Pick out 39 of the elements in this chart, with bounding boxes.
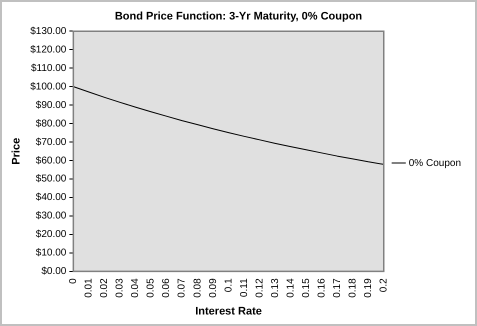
x-tick-label: 0.09 (208, 278, 219, 298)
x-tick-label: 0.13 (270, 278, 281, 298)
x-axis-title: Interest Rate (195, 305, 262, 318)
legend-label: 0% Coupon (408, 158, 462, 169)
x-tick-label: 0.01 (84, 278, 95, 298)
x-tick-label: 0.08 (192, 278, 204, 298)
x-tick-label: 0.07 (176, 278, 188, 298)
chart-title: Bond Price Function: 3-Yr Maturity, 0% Coupon (114, 10, 362, 23)
x-tick-label: 0.02 (99, 278, 110, 298)
x-tick-label: 0.1 (223, 278, 234, 292)
y-tick-label: $130.00 (30, 26, 67, 37)
x-tick-label: 0.06 (161, 278, 172, 298)
y-tick-label: $40.00 (36, 192, 67, 204)
x-tick-label: 0.14 (285, 278, 296, 298)
x-tick-label: 0 (68, 278, 80, 284)
y-tick-label: $90.00 (36, 100, 67, 111)
x-tick-label: 0.15 (300, 278, 312, 298)
x-tick-label: 0.05 (146, 278, 157, 298)
x-tick-label: 0.12 (254, 278, 266, 298)
x-tick-label: 0.17 (332, 278, 343, 298)
y-tick-label: $80.00 (36, 118, 67, 130)
y-tick-label: $70.00 (36, 136, 67, 148)
y-tick-label: $110.00 (30, 62, 67, 74)
x-tick-label: 0.16 (316, 278, 328, 298)
y-tick-label: $120.00 (30, 44, 67, 56)
x-tick-label: 0.11 (238, 278, 250, 298)
x-tick-label: 0.03 (114, 278, 126, 298)
y-tick-label: $30.00 (36, 210, 67, 222)
y-axis-title: Price (10, 138, 23, 165)
y-tick-label: $60.00 (36, 155, 67, 166)
y-tick-label: $10.00 (36, 248, 67, 259)
x-tick-label: 0.04 (130, 278, 142, 298)
x-tick-label: 0.2 (378, 278, 390, 292)
y-tick-label: $0.00 (41, 266, 67, 278)
x-tick-label: 0.18 (347, 278, 358, 298)
x-tick-label: 0.19 (362, 278, 374, 298)
y-tick-label: $50.00 (36, 174, 67, 185)
y-tick-label: $100.00 (30, 81, 67, 92)
y-tick-label: $20.00 (36, 229, 67, 240)
